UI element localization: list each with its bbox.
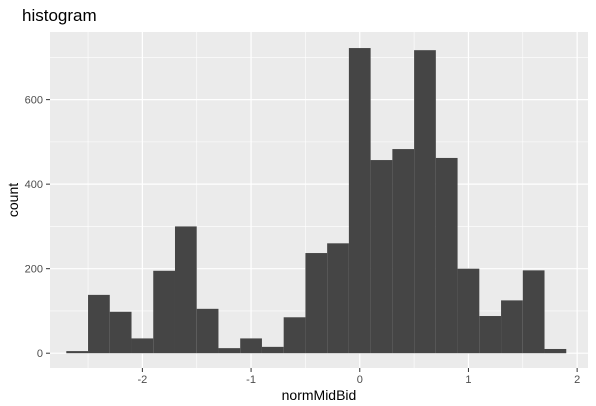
histogram-bar <box>240 338 262 354</box>
histogram-bar <box>501 300 523 354</box>
histogram-bar <box>283 317 306 354</box>
histogram-bar <box>88 294 110 354</box>
x-tick-label: -1 <box>246 374 256 386</box>
x-tick-label: 0 <box>357 374 363 386</box>
histogram-bar <box>218 348 241 354</box>
histogram-bar <box>457 268 480 354</box>
bars <box>66 48 567 354</box>
y-tick-label: 200 <box>25 264 43 276</box>
histogram-bar <box>544 348 567 354</box>
x-tick-label: 2 <box>574 374 580 386</box>
histogram-bar <box>414 50 436 354</box>
chart-title: histogram <box>22 6 97 25</box>
y-axis-ticks: 0 200 400 600 <box>25 95 50 360</box>
x-tick-label: -2 <box>137 374 147 386</box>
x-axis-ticks: -2 -1 0 1 2 <box>137 368 580 386</box>
x-axis-title: normMidBid <box>282 387 357 403</box>
histogram-bar <box>435 157 458 354</box>
y-axis-title: count <box>5 183 21 217</box>
histogram-bar <box>479 316 502 354</box>
histogram-bar <box>66 351 89 354</box>
histogram-bar <box>305 253 328 354</box>
histogram-bar <box>348 48 371 354</box>
histogram-bar <box>131 338 154 354</box>
y-tick-label: 400 <box>25 179 43 191</box>
histogram-bar <box>174 226 197 354</box>
histogram-bar <box>261 346 284 354</box>
x-tick-label: 1 <box>465 374 471 386</box>
histogram-bar <box>392 149 415 354</box>
histogram-bar <box>370 160 393 354</box>
histogram-bar <box>196 308 219 354</box>
y-tick-label: 600 <box>25 95 43 107</box>
y-tick-label: 0 <box>37 348 43 360</box>
histogram-bar <box>109 311 132 354</box>
histogram-bar <box>153 270 175 354</box>
histogram-bar <box>522 270 545 354</box>
histogram-bar <box>327 243 349 354</box>
